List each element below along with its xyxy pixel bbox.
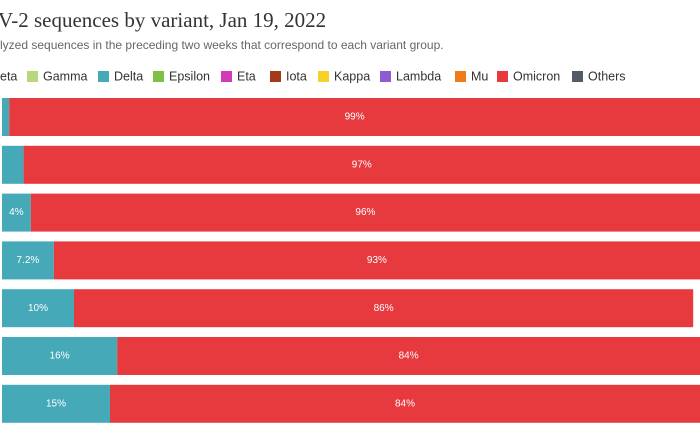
data-label: 93% <box>367 255 387 266</box>
legend-label: Omicron <box>513 69 560 83</box>
legend-label: Kappa <box>334 69 370 83</box>
data-label: 10% <box>28 303 48 314</box>
bar-segment <box>23 145 700 184</box>
bar-segment <box>2 145 24 184</box>
chart-title: V-2 sequences by variant, Jan 19, 2022 <box>0 8 326 32</box>
data-label: 84% <box>399 351 419 362</box>
legend-label: Epsilon <box>169 69 210 83</box>
legend-swatch <box>380 71 391 82</box>
legend-swatch <box>98 71 109 82</box>
bar-segment <box>53 241 700 280</box>
legend-swatch <box>221 71 232 82</box>
bar-segment <box>2 241 54 280</box>
legend-label: Others <box>588 69 626 83</box>
bar-segment <box>74 289 694 328</box>
data-label: 99% <box>345 112 365 123</box>
legend-swatch <box>318 71 329 82</box>
data-label: 16% <box>50 351 70 362</box>
data-label: 4% <box>9 207 24 218</box>
legend-swatch <box>455 71 466 82</box>
data-label: 15% <box>46 398 66 409</box>
legend-label: Mu <box>471 69 488 83</box>
legend-label: Lambda <box>396 69 441 83</box>
legend-label: Gamma <box>43 69 88 83</box>
bar-segment <box>2 289 74 328</box>
data-label: 96% <box>355 207 375 218</box>
bar-segment <box>110 384 700 423</box>
legend-swatch <box>27 71 38 82</box>
data-label: 97% <box>352 159 372 170</box>
legend-label: eta <box>0 69 17 83</box>
bar-segment <box>2 384 110 423</box>
bar-segment <box>9 98 700 136</box>
data-label: 7.2% <box>17 255 40 266</box>
bar-segment <box>30 193 700 232</box>
legend-swatch <box>270 71 281 82</box>
legend-swatch <box>153 71 164 82</box>
chart-subtitle: lyzed sequences in the preceding two wee… <box>0 38 444 52</box>
bar-segment <box>2 337 118 375</box>
legend-label: Eta <box>237 69 256 83</box>
legend-label: Delta <box>114 69 143 83</box>
bar-segment <box>2 98 10 136</box>
bar-segment <box>2 193 31 232</box>
bar-segment <box>117 337 700 375</box>
legend-label: Iota <box>286 69 307 83</box>
legend-swatch <box>572 71 583 82</box>
data-label: 84% <box>395 398 415 409</box>
legend-swatch <box>497 71 508 82</box>
data-label: 86% <box>374 303 394 314</box>
